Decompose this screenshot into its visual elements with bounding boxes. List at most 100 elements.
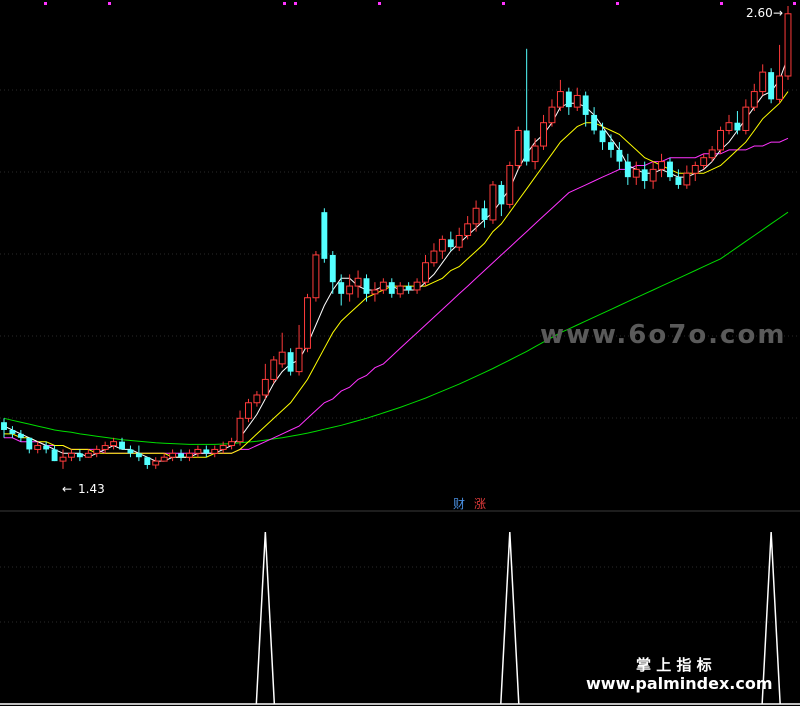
candle-up bbox=[725, 114, 733, 135]
candle-body bbox=[725, 122, 733, 131]
candle-down bbox=[768, 68, 775, 104]
candle-body bbox=[304, 297, 311, 349]
candle-up bbox=[742, 99, 750, 135]
candle-body bbox=[750, 91, 758, 108]
candle-up bbox=[531, 138, 539, 170]
candle-body bbox=[338, 282, 345, 294]
candle-body bbox=[17, 433, 24, 438]
candle-body bbox=[236, 417, 244, 443]
candle-body bbox=[135, 453, 142, 458]
candle-body bbox=[464, 223, 472, 236]
candle-down bbox=[523, 48, 530, 166]
candle-body bbox=[312, 254, 320, 299]
candle-down bbox=[17, 429, 24, 442]
marker-dot bbox=[283, 2, 286, 5]
candle-body bbox=[67, 452, 75, 458]
candle-up bbox=[236, 410, 244, 446]
candle-down bbox=[447, 231, 454, 252]
candle-down bbox=[1, 418, 7, 438]
candle-down bbox=[565, 87, 572, 115]
candle-down bbox=[582, 91, 589, 127]
candle-up bbox=[464, 216, 472, 240]
candle-body bbox=[144, 457, 151, 465]
marker-dot bbox=[793, 2, 796, 5]
candle-body bbox=[245, 402, 252, 419]
candle-down bbox=[329, 251, 336, 294]
candle-up bbox=[489, 181, 497, 224]
candle-body bbox=[624, 161, 631, 178]
candle-body bbox=[667, 161, 673, 178]
badge-zhang[interactable]: 涨 bbox=[474, 496, 486, 511]
candle-up bbox=[371, 282, 379, 302]
candle-body bbox=[582, 95, 589, 115]
high-price-label: 2.60 bbox=[746, 6, 773, 20]
candle-down bbox=[667, 157, 673, 182]
candle-down bbox=[43, 441, 50, 454]
candle-up bbox=[700, 153, 708, 170]
candle-body bbox=[211, 448, 219, 454]
candle-body bbox=[675, 177, 682, 185]
candle-up bbox=[253, 391, 261, 407]
candle-body bbox=[160, 456, 168, 462]
candle-up bbox=[750, 83, 758, 112]
candle-body bbox=[523, 130, 530, 162]
watermark-bottom-cn: 掌 上 指 标 bbox=[636, 656, 712, 674]
candle-up bbox=[84, 449, 92, 458]
candle-up bbox=[548, 99, 556, 127]
candle-down bbox=[203, 445, 210, 458]
candle-body bbox=[531, 145, 539, 163]
candle-up bbox=[379, 278, 387, 294]
candle-down bbox=[481, 200, 488, 228]
candle-up bbox=[194, 445, 202, 458]
candle-body bbox=[455, 234, 463, 248]
candle-down bbox=[624, 153, 631, 185]
candle-body bbox=[253, 394, 261, 404]
candle-body bbox=[178, 453, 184, 458]
candle-up bbox=[101, 441, 109, 454]
candle-body bbox=[329, 254, 336, 283]
candle-down bbox=[26, 437, 33, 454]
candle-body bbox=[506, 164, 514, 205]
candle-down bbox=[287, 348, 294, 376]
candle-body bbox=[759, 71, 767, 93]
candle-body bbox=[422, 262, 429, 283]
candle-body bbox=[430, 250, 438, 264]
candle-body bbox=[514, 129, 522, 166]
candle-up bbox=[413, 278, 421, 294]
candle-body bbox=[110, 441, 118, 447]
candle-up bbox=[67, 449, 75, 462]
ma5-line bbox=[3, 56, 789, 462]
candle-down bbox=[405, 282, 412, 294]
candle-body bbox=[363, 278, 370, 294]
candle-up bbox=[295, 324, 303, 376]
candle-up bbox=[346, 274, 354, 302]
candle-up bbox=[261, 363, 269, 399]
badge-cai[interactable]: 财 bbox=[453, 497, 465, 511]
candle-body bbox=[708, 149, 716, 159]
candle-up bbox=[540, 114, 547, 150]
candle-up bbox=[245, 398, 252, 423]
candle-body bbox=[321, 212, 328, 259]
candle-body bbox=[203, 449, 210, 454]
candle-up bbox=[34, 441, 42, 454]
moving-average-lines bbox=[3, 56, 789, 462]
candle-down bbox=[135, 445, 142, 462]
candle-up bbox=[632, 161, 640, 185]
candle-down bbox=[338, 274, 345, 306]
candle-body bbox=[472, 207, 480, 225]
candle-body bbox=[683, 172, 691, 186]
candle-body bbox=[784, 13, 792, 77]
candle-body bbox=[776, 75, 784, 100]
candle-body bbox=[481, 208, 488, 220]
candle-body bbox=[591, 114, 598, 131]
candle-body bbox=[438, 238, 446, 252]
candle-body bbox=[261, 378, 269, 396]
marker-dot bbox=[616, 2, 619, 5]
candle-body bbox=[219, 445, 227, 450]
candle-up bbox=[784, 6, 792, 80]
candle-body bbox=[295, 347, 303, 373]
ma60-line bbox=[3, 211, 789, 445]
candle-body bbox=[346, 285, 354, 295]
candle-up bbox=[93, 445, 101, 458]
candle-down bbox=[641, 161, 648, 189]
